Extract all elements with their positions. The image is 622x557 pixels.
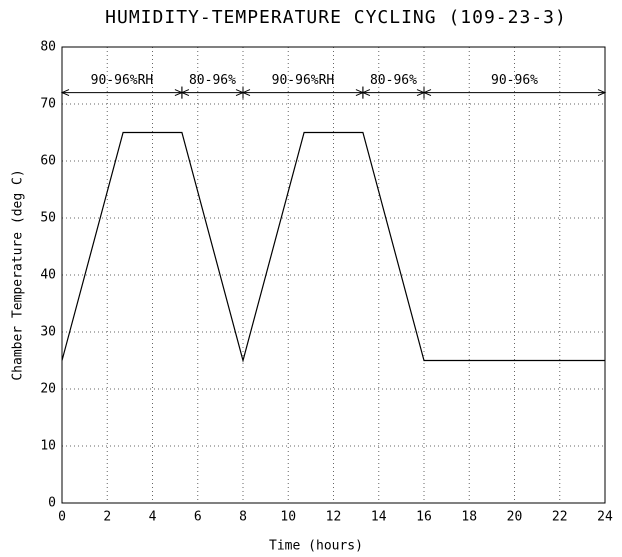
- annotation-label: 90-96%: [491, 73, 538, 88]
- annotation-label: 80-96%: [189, 73, 236, 88]
- y-tick-label: 60: [40, 154, 56, 169]
- annotation-label: 90-96%RH: [91, 73, 154, 88]
- y-tick-label: 0: [48, 496, 56, 511]
- data-line: [61, 131, 605, 363]
- annotation-label: 80-96%: [370, 73, 417, 88]
- x-tick-label: 10: [280, 510, 296, 525]
- annotation-label: 90-96%RH: [272, 73, 335, 88]
- x-axis-label: Time (hours): [269, 539, 363, 554]
- x-tick-label: 20: [507, 510, 523, 525]
- x-tick-label: 16: [416, 510, 432, 525]
- y-axis-label: Chamber Temperature (deg C): [11, 169, 26, 380]
- x-tick-label: 2: [103, 510, 111, 525]
- y-tick-label: 10: [40, 439, 56, 454]
- x-tick-label: 4: [149, 510, 157, 525]
- y-tick-label: 50: [40, 211, 56, 226]
- chart-title: HUMIDITY-TEMPERATURE CYCLING (109-23-3): [105, 7, 567, 28]
- y-tick-label: 20: [40, 382, 56, 397]
- x-tick-label: 8: [239, 510, 247, 525]
- x-tick-label: 18: [461, 510, 477, 525]
- y-tick-label: 70: [40, 97, 56, 112]
- x-tick-label: 24: [597, 510, 613, 525]
- x-tick-label: 12: [326, 510, 342, 525]
- x-tick-label: 0: [58, 510, 66, 525]
- x-tick-label: 14: [371, 510, 387, 525]
- x-tick-label: 6: [194, 510, 202, 525]
- y-tick-label: 30: [40, 325, 56, 340]
- y-tick-label: 80: [40, 40, 56, 55]
- x-tick-label: 22: [552, 510, 568, 525]
- plot-frame: [61, 46, 606, 504]
- y-tick-label: 40: [40, 268, 56, 283]
